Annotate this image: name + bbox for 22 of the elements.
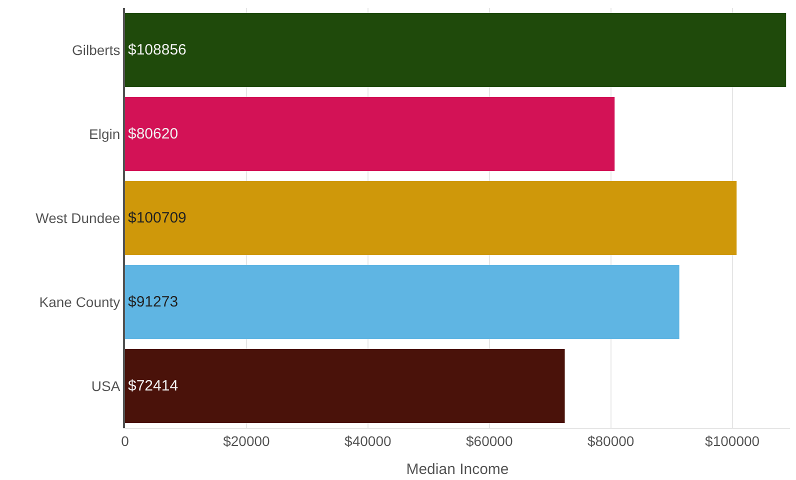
x-tick-label: 0: [121, 432, 130, 449]
y-tick-label: Kane County: [39, 294, 120, 310]
x-tick-label: $100000: [705, 432, 760, 449]
x-axis-title: Median Income: [406, 460, 509, 478]
x-tick-label: $60000: [466, 432, 513, 449]
bar: [125, 181, 737, 255]
y-tick-label: Elgin: [89, 126, 120, 142]
data-label: $72414: [128, 378, 178, 394]
x-tick-label: $40000: [344, 432, 392, 449]
bar: [125, 97, 615, 171]
data-label: $91273: [128, 294, 178, 310]
x-tick-label: $20000: [223, 432, 270, 449]
y-tick-label: West Dundee: [36, 210, 120, 226]
bar: [125, 13, 786, 87]
y-tick-label: Gilberts: [72, 42, 120, 58]
bar: [125, 265, 680, 339]
data-label: $108856: [128, 42, 186, 58]
data-label: $100709: [128, 210, 186, 226]
x-tick-label: $80000: [587, 432, 634, 449]
y-tick-label: USA: [91, 378, 121, 394]
bar: [125, 349, 565, 423]
data-label: $80620: [128, 126, 178, 142]
